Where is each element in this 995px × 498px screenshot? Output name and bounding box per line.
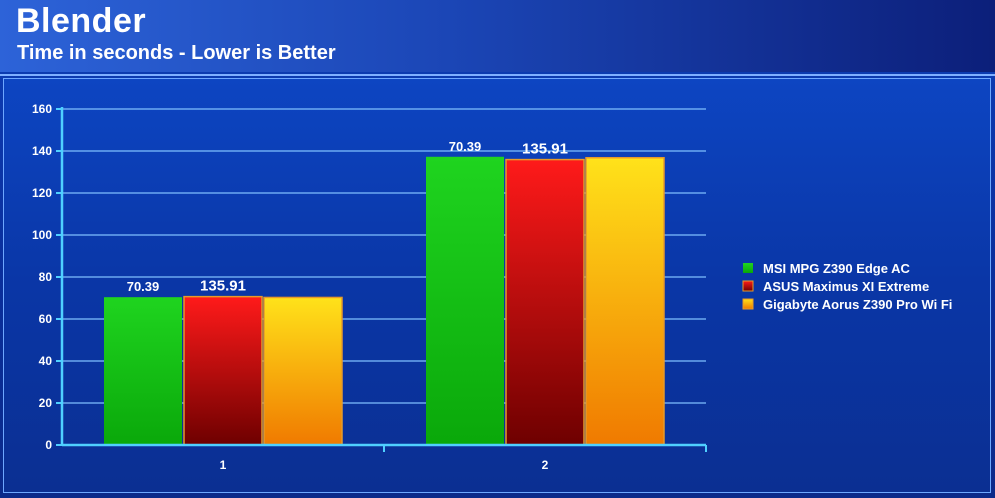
chart-header: Blender Time in seconds - Lower is Bette… xyxy=(0,0,995,72)
data-label: 135.91 xyxy=(522,141,568,158)
legend-swatch xyxy=(743,263,753,273)
bar xyxy=(104,297,182,445)
header-divider xyxy=(0,74,995,76)
y-tick-label: 120 xyxy=(32,186,52,200)
chart-subtitle: Time in seconds - Lower is Better xyxy=(17,42,336,64)
y-tick-label: 20 xyxy=(39,396,53,410)
data-label: 135.91 xyxy=(200,278,246,295)
y-tick-label: 100 xyxy=(32,228,52,242)
y-tick-label: 140 xyxy=(32,144,52,158)
y-tick-label: 80 xyxy=(39,270,53,284)
data-label: 70.39 xyxy=(449,139,482,154)
legend-label: Gigabyte Aorus Z390 Pro Wi Fi xyxy=(763,297,952,312)
legend-swatch xyxy=(742,298,754,310)
x-tick-label: 1 xyxy=(220,458,227,472)
legend-swatch xyxy=(742,280,754,292)
bar xyxy=(585,156,665,446)
legend-label: ASUS Maximus XI Extreme xyxy=(763,279,929,294)
bar xyxy=(426,156,504,445)
bar xyxy=(183,295,263,446)
y-tick-label: 40 xyxy=(39,354,53,368)
y-tick-label: 0 xyxy=(45,438,52,452)
bar xyxy=(263,296,343,446)
legend-label: MSI MPG Z390 Edge AC xyxy=(763,261,910,276)
y-tick-label: 160 xyxy=(32,102,52,116)
x-tick-label: 2 xyxy=(542,458,549,472)
bar xyxy=(505,158,585,446)
y-tick-label: 60 xyxy=(39,312,53,326)
data-label: 70.39 xyxy=(127,279,160,294)
chart-title: Blender xyxy=(16,2,147,40)
